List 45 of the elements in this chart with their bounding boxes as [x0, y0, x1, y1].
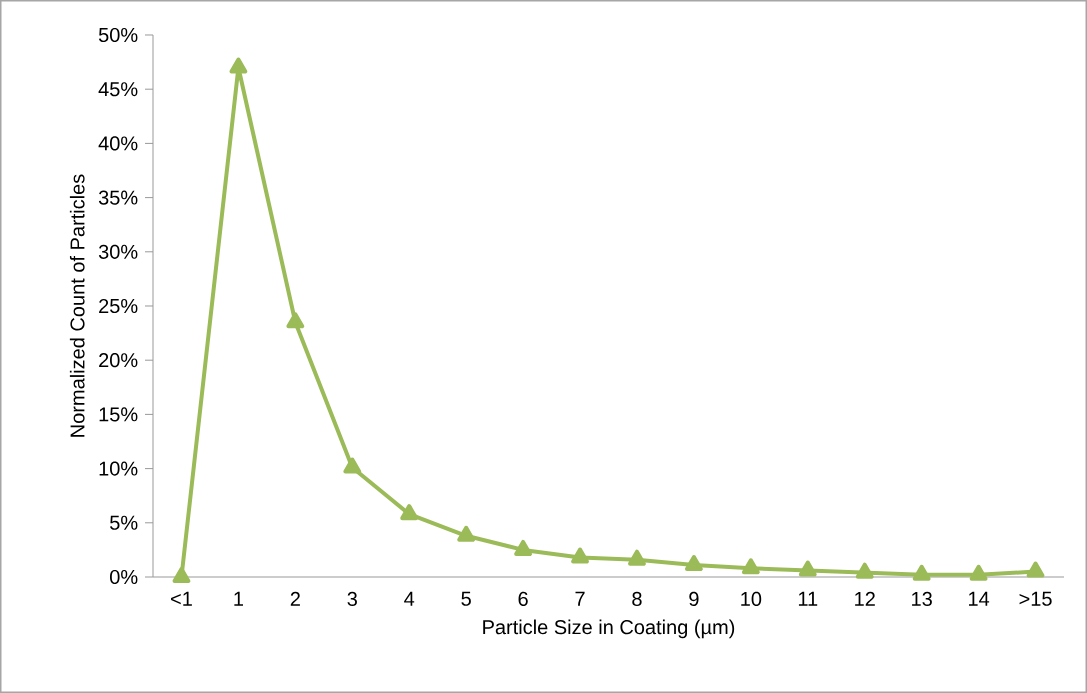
x-tick-label: 11	[798, 591, 818, 606]
y-tick-label: 45%	[98, 82, 138, 97]
point	[571, 547, 589, 564]
point	[855, 562, 874, 579]
point	[286, 312, 305, 329]
x-tick-label: >15	[1019, 591, 1052, 606]
point	[912, 564, 931, 581]
point	[1026, 561, 1045, 578]
y-tick-label: 15%	[99, 407, 138, 422]
x-tick-label: 3	[347, 591, 357, 607]
point	[457, 525, 476, 542]
y-tick-label: 30%	[98, 244, 138, 259]
y-tick-label: 0%	[110, 569, 138, 585]
x-tick-label: 4	[404, 591, 415, 606]
x-tick-label: 8	[632, 591, 642, 607]
point	[172, 567, 191, 583]
point	[741, 558, 760, 575]
x-axis-title: Particle Size in Coating (µm)	[483, 619, 735, 639]
point	[969, 564, 988, 581]
x-tick-label: 6	[518, 591, 528, 607]
y-tick-label: 25%	[99, 298, 138, 314]
y-tick-label: 35%	[98, 190, 138, 205]
y-tick-label: 50%	[98, 27, 138, 43]
x-tick-label: 10	[741, 591, 762, 607]
point	[343, 457, 362, 474]
x-tick-label: 2	[290, 591, 300, 606]
point	[684, 555, 703, 572]
point	[229, 57, 248, 74]
x-tick-label: 1	[234, 591, 243, 606]
y-tick-label: 40%	[98, 136, 138, 151]
x-tick-label: 14	[969, 591, 990, 606]
y-tick-label: 20%	[99, 353, 138, 368]
x-tick-label: 5	[461, 591, 471, 606]
x-tick-label: <1	[171, 591, 192, 606]
point	[400, 504, 419, 521]
point	[514, 539, 533, 556]
y-tick-label: 5%	[110, 515, 138, 530]
point	[628, 549, 646, 566]
x-tick-label: 7	[575, 591, 585, 606]
x-tick-label: 12	[855, 591, 875, 606]
x-tick-label: 9	[689, 591, 699, 607]
point	[798, 560, 817, 577]
x-tick-label: 13	[912, 591, 932, 607]
y-axis-title: Normalized Count of Particles	[69, 174, 85, 437]
y-tick-label: 10%	[99, 461, 138, 476]
